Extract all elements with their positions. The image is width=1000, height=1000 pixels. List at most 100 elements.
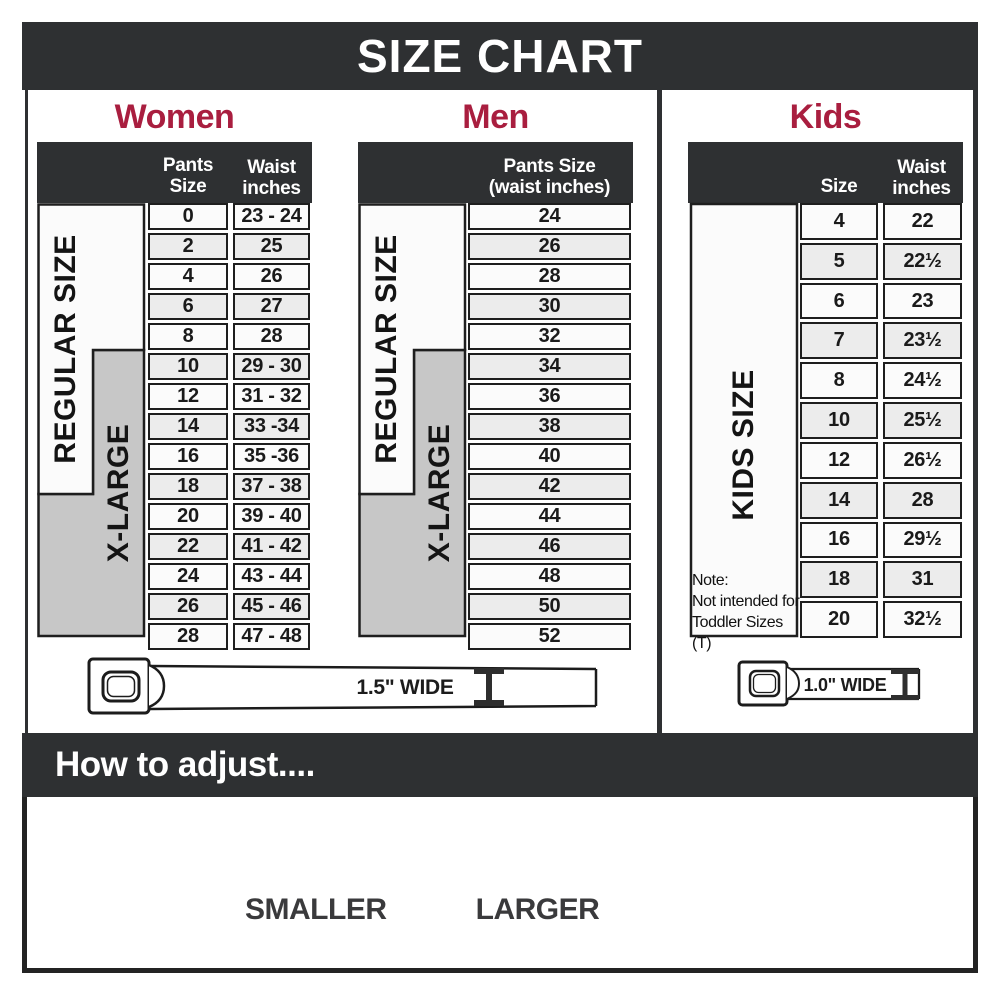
left-border <box>25 90 28 733</box>
table-row: 6 23 <box>800 282 962 320</box>
size-cell: 20 <box>800 601 878 638</box>
women-regular-size-label: REGULAR SIZE <box>48 234 82 464</box>
table-row: 50 <box>468 593 631 620</box>
table-row: 24 43 - 44 <box>148 563 310 590</box>
table-row: 4 22 <box>800 203 962 240</box>
waist-inches-cell: 43 - 44 <box>233 563 310 590</box>
table-row: 38 <box>468 413 631 440</box>
table-row: 10 29 - 30 <box>148 353 310 380</box>
table-row: 46 <box>468 533 631 560</box>
waist-inches-cell: 33 -34 <box>233 413 310 440</box>
table-row: 52 <box>468 623 631 650</box>
size-cell: 6 <box>800 282 878 320</box>
pants-size-cell: 28 <box>468 263 631 290</box>
table-row: 48 <box>468 563 631 590</box>
waist-inches-cell: 23 - 24 <box>233 203 310 230</box>
pants-size-cell: 34 <box>468 353 631 380</box>
table-row: 5 22½ <box>800 242 962 280</box>
table-row: 20 32½ <box>800 601 962 638</box>
table-row: 40 <box>468 443 631 470</box>
table-row: 42 <box>468 473 631 500</box>
pants-size-cell: 28 <box>148 623 228 650</box>
table-row: 12 26½ <box>800 441 962 479</box>
size-cell: 10 <box>800 402 878 439</box>
waist-inches-cell: 26½ <box>883 441 962 479</box>
table-row: 14 33 -34 <box>148 413 310 440</box>
waist-inches-cell: 31 - 32 <box>233 383 310 410</box>
size-cell: 14 <box>800 481 878 519</box>
waist-inches-cell: 29½ <box>883 521 962 559</box>
size-cell: 12 <box>800 441 878 479</box>
pants-size-cell: 10 <box>148 353 228 380</box>
waist-inches-cell: 29 - 30 <box>233 353 310 380</box>
size-cell: 8 <box>800 362 878 400</box>
table-row: 12 31 - 32 <box>148 383 310 410</box>
pants-size-cell: 52 <box>468 623 631 650</box>
table-row: 16 29½ <box>800 521 962 559</box>
waist-inches-cell: 25 <box>233 233 310 260</box>
kids-col-size: Size <box>820 176 858 197</box>
table-row: 7 23½ <box>800 322 962 360</box>
table-row: 44 <box>468 503 631 530</box>
pants-size-cell: 36 <box>468 383 631 410</box>
waist-inches-cell: 47 - 48 <box>233 623 310 650</box>
kids-table-header: Size Waist inches <box>688 142 963 203</box>
pants-size-cell: 20 <box>148 503 228 530</box>
table-row: 36 <box>468 383 631 410</box>
table-row: 14 28 <box>800 481 962 519</box>
waist-inches-cell: 45 - 46 <box>233 593 310 620</box>
kids-heading: Kids <box>789 97 862 136</box>
men-table-header: Pants Size (waist inches) <box>358 142 633 203</box>
table-row: 28 47 - 48 <box>148 623 310 650</box>
waist-inches-cell: 39 - 40 <box>233 503 310 530</box>
size-cell: 5 <box>800 242 878 280</box>
waist-inches-cell: 28 <box>233 323 310 350</box>
waist-inches-cell: 31 <box>883 561 962 599</box>
size-cell: 7 <box>800 322 878 360</box>
pants-size-cell: 26 <box>148 593 228 620</box>
women-col-pants-size: Pants Size <box>162 155 214 197</box>
waist-inches-cell: 32½ <box>883 601 962 638</box>
pants-size-cell: 38 <box>468 413 631 440</box>
pants-size-cell: 26 <box>468 233 631 260</box>
pants-size-cell: 8 <box>148 323 228 350</box>
table-row: 0 23 - 24 <box>148 203 310 230</box>
larger-label: LARGER <box>475 893 600 926</box>
how-to-adjust-heading: How to adjust.... <box>55 745 315 784</box>
pants-size-cell: 42 <box>468 473 631 500</box>
waist-inches-cell: 28 <box>883 481 962 519</box>
table-row: 28 <box>468 263 631 290</box>
table-row: 2 25 <box>148 233 310 260</box>
pants-size-cell: 48 <box>468 563 631 590</box>
table-row: 34 <box>468 353 631 380</box>
pants-size-cell: 6 <box>148 293 228 320</box>
width-measure-icon <box>891 669 919 700</box>
kids-belt-width-label: 1.0" WIDE <box>803 675 887 695</box>
waist-inches-cell: 35 -36 <box>233 443 310 470</box>
adult-belt-width-label: 1.5" WIDE <box>356 676 454 699</box>
table-row: 16 35 -36 <box>148 443 310 470</box>
women-heading: Women <box>114 97 235 136</box>
table-row: 24 <box>468 203 631 230</box>
men-xlarge-label: X-LARGE <box>422 423 456 563</box>
table-row: 30 <box>468 293 631 320</box>
men-col-pants-size: Pants Size (waist inches) <box>488 156 611 198</box>
women-col-waist: Waist inches <box>242 157 301 199</box>
table-row: 4 26 <box>148 263 310 290</box>
pants-size-cell: 18 <box>148 473 228 500</box>
pants-size-cell: 44 <box>468 503 631 530</box>
title-bar: SIZE CHART <box>22 22 978 90</box>
waist-inches-cell: 24½ <box>883 362 962 400</box>
table-row: 26 45 - 46 <box>148 593 310 620</box>
table-row: 18 37 - 38 <box>148 473 310 500</box>
how-to-adjust-band: How to adjust.... <box>22 733 978 797</box>
waist-inches-cell: 22 <box>883 203 962 240</box>
table-row: 26 <box>468 233 631 260</box>
pants-size-cell: 22 <box>148 533 228 560</box>
men-size-table: 24 26 28 30 32 34 36 38 40 42 44 46 48 50 52 <box>468 203 631 650</box>
size-cell: 18 <box>800 561 878 599</box>
women-table-header: Pants Size Waist inches <box>37 142 312 203</box>
pants-size-cell: 50 <box>468 593 631 620</box>
pants-size-cell: 24 <box>468 203 631 230</box>
